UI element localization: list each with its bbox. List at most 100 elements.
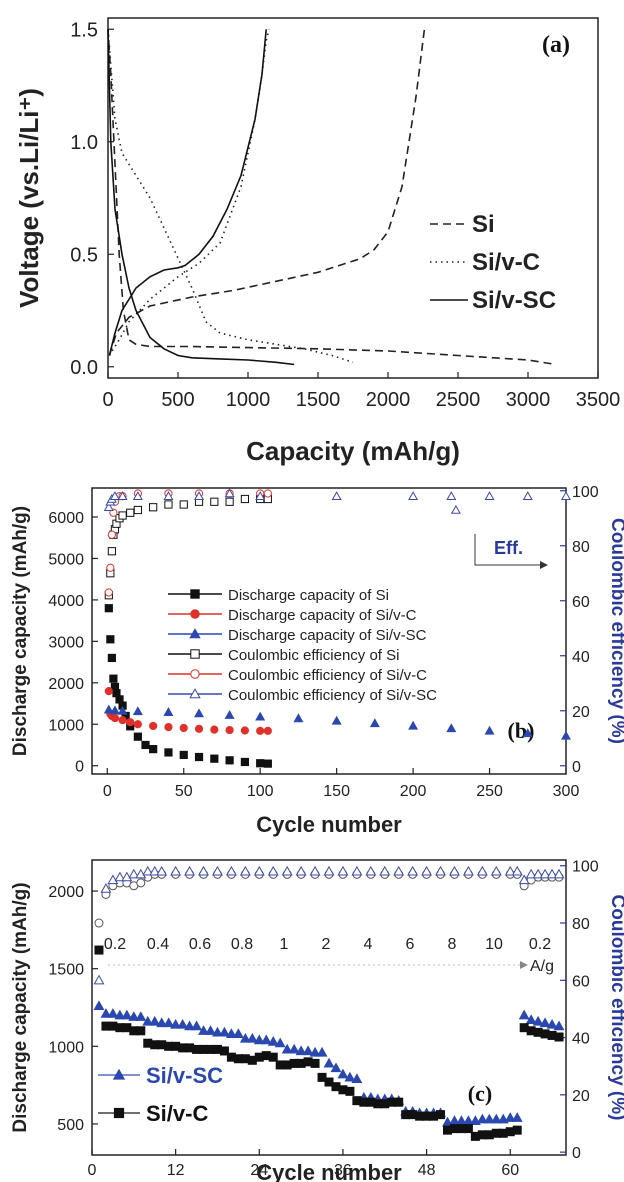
- data-point: [253, 1034, 265, 1045]
- y2-tick-label: 40: [572, 649, 590, 666]
- data-point: [225, 1028, 237, 1038]
- data-point: [324, 1077, 334, 1087]
- x-tick-label: 36: [334, 1162, 352, 1179]
- rate-label: 1: [280, 936, 289, 953]
- data-point: [93, 1000, 105, 1011]
- y2-tick-label: 40: [572, 1031, 590, 1048]
- data-point: [553, 868, 565, 879]
- legend-marker: [112, 1068, 126, 1080]
- legend-label: Discharge capacity of Si: [228, 587, 389, 604]
- data-point: [268, 1052, 278, 1062]
- rate-arrowhead: [520, 961, 528, 969]
- data-point: [345, 1086, 355, 1096]
- series-line: [107, 29, 295, 366]
- y-tick-label: 5000: [48, 551, 84, 568]
- y2-tick-label: 100: [572, 859, 599, 876]
- x-axis-title: Capacity (mAh/g): [246, 436, 460, 466]
- data-point: [274, 1037, 286, 1048]
- data-point: [504, 1112, 516, 1122]
- data-point: [103, 704, 114, 714]
- data-point: [156, 865, 168, 876]
- legend-label: Discharge capacity of Si/v-C: [228, 607, 417, 624]
- data-point: [561, 730, 571, 740]
- y-tick-label: 6000: [48, 510, 84, 527]
- data-point: [476, 1113, 488, 1124]
- data-point: [117, 491, 128, 500]
- data-point: [255, 711, 266, 721]
- data-point: [107, 547, 116, 556]
- data-point: [179, 500, 188, 509]
- y-tick-label: 500: [57, 1117, 84, 1134]
- eff-annotation: Eff.: [494, 538, 523, 558]
- data-point: [256, 759, 265, 768]
- eff-arrow: [474, 534, 540, 566]
- data-point: [149, 1015, 161, 1026]
- x-tick-label: 150: [323, 783, 350, 800]
- data-point: [133, 732, 142, 741]
- data-point: [121, 1009, 133, 1020]
- data-point: [408, 491, 419, 500]
- data-point: [132, 491, 143, 500]
- y2-tick-label: 0: [572, 1145, 581, 1162]
- data-point: [408, 720, 419, 730]
- rate-label: 0.2: [529, 936, 551, 953]
- data-point: [126, 508, 135, 517]
- data-point: [94, 945, 104, 955]
- data-point: [532, 1015, 544, 1026]
- data-point: [104, 687, 113, 696]
- data-point: [240, 726, 250, 735]
- data-point: [212, 865, 223, 876]
- data-point: [256, 726, 265, 735]
- data-point: [194, 752, 204, 762]
- y2-tick-label: 0: [572, 759, 581, 776]
- data-point: [351, 865, 363, 876]
- data-point: [435, 865, 446, 876]
- data-point: [490, 1113, 502, 1124]
- data-point: [539, 868, 551, 879]
- data-point: [191, 1020, 203, 1031]
- data-point: [293, 713, 304, 723]
- data-point: [393, 865, 405, 876]
- data-point: [554, 1032, 564, 1042]
- data-point: [490, 865, 502, 876]
- data-point: [267, 1036, 279, 1046]
- legend-label: Discharge capacity of Si/v-SC: [228, 627, 427, 644]
- data-point: [337, 865, 349, 876]
- data-point: [205, 1025, 216, 1035]
- data-point: [142, 865, 154, 876]
- data-point: [117, 705, 128, 715]
- data-point: [463, 1124, 473, 1134]
- x-tick-label: 100: [247, 783, 274, 800]
- x-tick-label: 2500: [436, 389, 481, 411]
- data-point: [253, 865, 265, 876]
- data-point: [177, 1018, 189, 1029]
- data-point: [184, 1020, 196, 1031]
- data-point: [93, 974, 105, 985]
- data-point: [450, 504, 461, 514]
- x-tick-label: 0: [102, 389, 113, 411]
- data-point: [107, 1008, 119, 1018]
- legend-marker: [113, 1107, 125, 1119]
- data-point: [194, 724, 204, 733]
- rate-label: 8: [448, 936, 457, 953]
- data-point: [365, 865, 377, 876]
- data-point: [109, 491, 120, 500]
- x-tick-label: 250: [476, 783, 503, 800]
- data-point: [106, 563, 115, 572]
- x-tick-label: 0: [103, 783, 112, 800]
- x-tick-label: 500: [161, 389, 194, 411]
- data-point: [126, 718, 135, 727]
- data-point: [323, 865, 335, 876]
- data-point: [141, 740, 150, 750]
- data-point: [421, 865, 433, 876]
- legend-label: Coulombic efficiency of Si/v-SC: [228, 687, 437, 704]
- data-point: [224, 709, 235, 719]
- data-point: [246, 1032, 258, 1043]
- y-tick-label: 3000: [48, 634, 84, 651]
- data-point: [539, 1017, 551, 1028]
- data-point: [184, 865, 196, 876]
- x-tick-label: 12: [167, 1162, 185, 1179]
- rate-label: 0.8: [231, 936, 253, 953]
- panel-a: 0 500 1000 1500 2000 2500 3000 3500 0.0 0.5 1.0 1.5…: [14, 17, 620, 466]
- data-point: [446, 723, 457, 733]
